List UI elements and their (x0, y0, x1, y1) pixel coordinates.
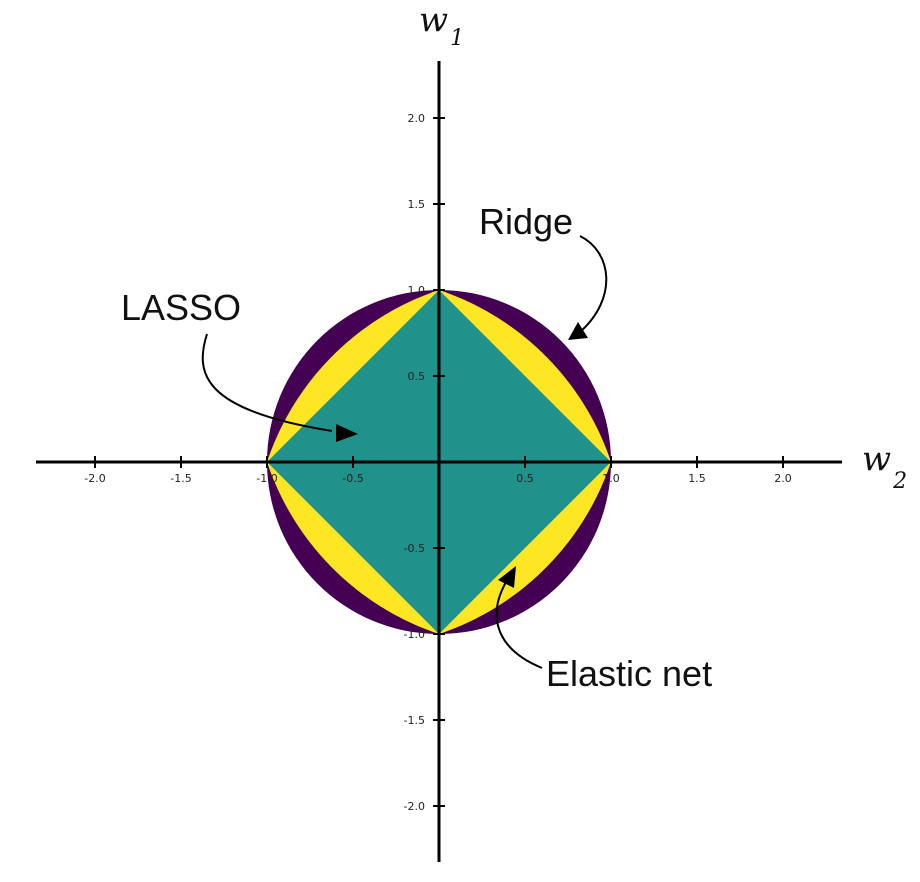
y-axis-title: w1 (419, 0, 464, 51)
y-axis-title-letter: w (419, 0, 448, 40)
x-tick-label: 1.5 (688, 472, 706, 485)
ridge-arrow (568, 235, 608, 340)
elastic-net-label: Elastic net (546, 653, 712, 694)
x-tick-label: 0.5 (516, 472, 534, 485)
y-tick-label: 1.5 (408, 198, 426, 211)
x-tick-label: 1.0 (602, 472, 620, 485)
x-tick-label: 2.0 (774, 472, 792, 485)
ridge-label: Ridge (479, 201, 573, 242)
y-tick-label: -1.5 (404, 714, 425, 727)
x-axis-title-subscript: 2 (892, 469, 907, 494)
y-tick-label: 2.0 (408, 112, 426, 125)
lasso-arrow (201, 333, 358, 442)
y-tick-label: -0.5 (404, 542, 425, 555)
y-axis-ticks: 2.0 1.5 1.0 0.5 -0.5 -1.0 -1.5 -2.0 (404, 112, 445, 813)
y-tick-label: -2.0 (404, 800, 425, 813)
x-axis-ticks: -2.0 -1.5 -1.0 -0.5 0.5 1.0 1.5 2.0 (84, 456, 792, 485)
x-tick-label: -2.0 (84, 472, 105, 485)
x-tick-label: -1.5 (170, 472, 191, 485)
y-tick-label: -1.0 (404, 628, 425, 641)
lasso-label: LASSO (121, 287, 241, 328)
elastic-net-arrow (495, 566, 543, 669)
x-tick-label: -0.5 (342, 472, 363, 485)
y-tick-label: 1.0 (408, 284, 426, 297)
x-axis-title: w2 (862, 439, 907, 494)
y-tick-label: 0.5 (408, 370, 426, 383)
x-axis-title-letter: w (862, 439, 891, 479)
y-axis-title-subscript: 1 (450, 26, 464, 51)
x-tick-label: -1.0 (256, 472, 277, 485)
